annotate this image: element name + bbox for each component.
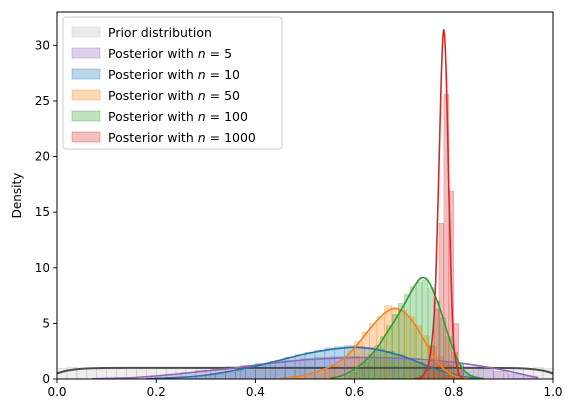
histogram-bar <box>362 362 369 379</box>
legend-swatch <box>71 68 101 80</box>
y-tick-label: 0 <box>42 372 50 386</box>
kde-line-series-3 <box>280 307 469 379</box>
y-tick-label: 10 <box>35 261 50 275</box>
legend-swatch <box>71 131 101 143</box>
x-tick-label: 0.6 <box>345 385 364 399</box>
legend-swatch <box>71 110 101 122</box>
x-tick-label: 0.2 <box>147 385 166 399</box>
legend-swatch <box>71 47 101 59</box>
legend: Prior distribution Posterior with n = 5 Po… <box>62 16 283 150</box>
kde-line-series-0 <box>57 366 553 375</box>
legend-item: Posterior with n = 1000 <box>71 130 256 145</box>
kde-line-series-2 <box>146 346 484 379</box>
legend-label: Prior distribution <box>108 25 212 40</box>
y-tick-label: 5 <box>42 316 50 330</box>
x-tick-label: 0.4 <box>246 385 265 399</box>
y-tick-label: 25 <box>35 94 50 108</box>
histogram-bar <box>265 362 276 379</box>
y-tick-label: 15 <box>35 205 50 219</box>
kde-line-series-5 <box>413 28 465 379</box>
histogram-bar <box>406 316 415 379</box>
legend-item: Posterior with n = 50 <box>71 88 240 103</box>
histogram-bar <box>403 294 411 379</box>
y-axis-label: Density <box>10 173 24 219</box>
histogram-bar <box>235 369 246 379</box>
legend-label: Posterior with n = 100 <box>108 109 248 124</box>
y-axis: 0 5 10 15 20 25 30 <box>35 38 57 386</box>
histogram-bar <box>433 308 440 379</box>
histogram-bar <box>356 367 363 379</box>
histogram-bar <box>413 325 422 379</box>
histogram-layer <box>57 93 553 379</box>
legend-swatch <box>71 26 101 38</box>
y-tick-label: 30 <box>35 38 50 52</box>
histogram-bar <box>398 309 407 379</box>
legend-label: Posterior with n = 1000 <box>108 130 256 145</box>
histogram-bar <box>245 367 256 379</box>
legend-item: Posterior with n = 10 <box>71 67 240 82</box>
histogram-bar <box>391 314 399 379</box>
histogram-bar <box>350 372 357 379</box>
legend-box <box>62 16 283 150</box>
histogram-bar <box>532 367 544 379</box>
histogram-bar <box>309 374 318 379</box>
histogram-bar <box>106 367 117 379</box>
histogram-bar <box>384 305 393 379</box>
kde-curve-layer <box>57 28 553 379</box>
histogram-bar <box>96 368 107 379</box>
legend-item: Posterior with n = 5 <box>71 46 232 61</box>
kde-line-series-4 <box>329 276 484 379</box>
histogram-bar <box>225 372 236 379</box>
y-tick-label: 20 <box>35 150 50 164</box>
histogram-bar <box>397 303 405 379</box>
histogram-bar <box>421 279 429 379</box>
x-tick-label: 0.0 <box>47 385 66 399</box>
histogram-bar <box>344 375 351 379</box>
x-axis: 0.0 0.2 0.4 0.6 0.8 1.0 <box>47 379 563 399</box>
legend-swatch <box>71 89 101 101</box>
x-tick-label: 0.8 <box>444 385 463 399</box>
histogram-bar <box>409 286 417 379</box>
legend-item: Prior distribution <box>71 25 212 40</box>
legend-item: Posterior with n = 100 <box>71 109 248 124</box>
histogram-bar <box>215 373 226 379</box>
histogram-bar <box>493 370 509 379</box>
kde-line-series-1 <box>91 356 539 379</box>
legend-label: Posterior with n = 50 <box>108 88 240 103</box>
x-tick-label: 1.0 <box>543 385 562 399</box>
histogram-bar <box>438 223 445 379</box>
plot-frame <box>56 11 554 380</box>
legend-label: Posterior with n = 5 <box>108 46 232 61</box>
legend-label: Posterior with n = 10 <box>108 67 240 82</box>
histogram-bar <box>317 372 326 379</box>
histogram-bar <box>369 323 378 379</box>
